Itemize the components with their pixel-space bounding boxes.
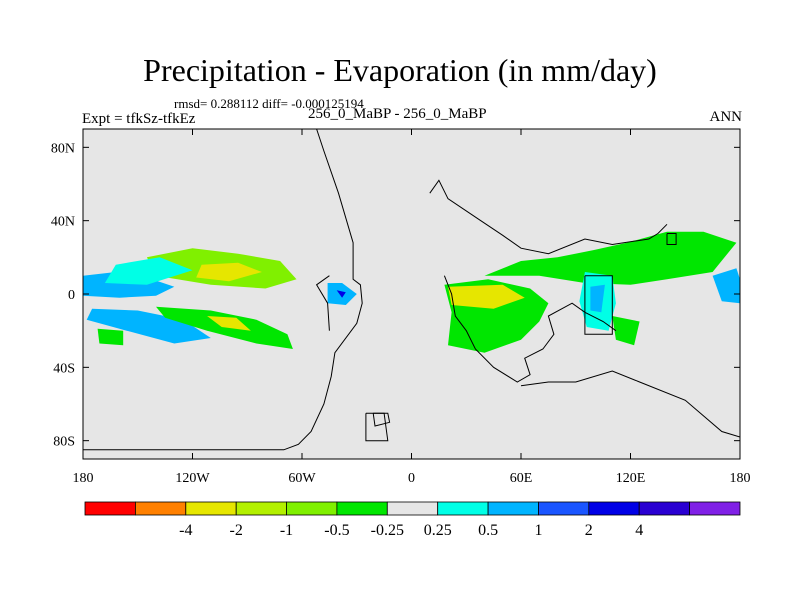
colorbar-swatch xyxy=(689,501,741,516)
y-tick-label: 40S xyxy=(53,361,75,376)
coastline-americas-west xyxy=(315,275,330,331)
colorbar-swatch xyxy=(437,501,489,516)
region-pacific-south-core xyxy=(207,316,251,331)
colorbar-label: 0.25 xyxy=(424,522,452,539)
colorbar-swatch xyxy=(386,501,439,516)
colorbar-swatch xyxy=(588,501,640,516)
y-tick-label: 80N xyxy=(51,141,75,156)
colorbar-label: -2 xyxy=(230,522,243,539)
colorbar-swatch xyxy=(84,501,136,516)
x-tick-label: 180 xyxy=(73,471,94,486)
colorbar-swatch xyxy=(134,501,187,516)
region-pacific-south-blue xyxy=(86,308,211,344)
region-south-pacific-patch xyxy=(97,328,124,346)
colorbar-label: -4 xyxy=(179,522,192,539)
colorbar-swatch xyxy=(638,501,691,516)
coastline-eurasia-south xyxy=(429,179,668,255)
colorbar-swatch xyxy=(235,501,287,516)
coastline-africa xyxy=(443,275,617,383)
region-indian-blue xyxy=(590,284,605,313)
colorbar-swatch xyxy=(538,501,590,516)
region-pacific-south-green xyxy=(156,306,293,349)
colorbar-label: 4 xyxy=(635,522,643,539)
coastline-southern-land xyxy=(520,370,740,438)
colorbar-swatch xyxy=(487,501,539,516)
x-tick-label: 120E xyxy=(616,471,646,486)
coastline-small-island-b xyxy=(372,412,391,427)
region-pacific-west-blue xyxy=(83,272,175,298)
colorbar-label: -0.5 xyxy=(324,522,349,539)
colorbar-swatch xyxy=(286,501,338,516)
y-tick-label: 0 xyxy=(68,288,75,303)
region-panama-core xyxy=(336,290,346,298)
plot-background xyxy=(83,129,740,459)
y-tick-label: 40N xyxy=(51,215,75,230)
coastline-indonesia-box xyxy=(584,275,613,335)
y-tick-label: 80S xyxy=(53,435,75,450)
colorbar-label: 2 xyxy=(585,522,593,539)
colorbar-swatch xyxy=(336,501,388,516)
colorbar-label: 1 xyxy=(535,522,543,539)
colorbar-label: -0.25 xyxy=(371,522,404,539)
colorbar-label: 0.5 xyxy=(478,522,498,539)
coastline-north-lake xyxy=(666,233,677,245)
x-tick-label: 120W xyxy=(175,471,210,486)
coastline-americas-east xyxy=(83,129,363,451)
x-tick-label: 0 xyxy=(408,471,415,486)
period-label: 256_0_MaBP - 256_0_MaBP xyxy=(308,106,487,122)
region-east-pacific-blue xyxy=(712,268,740,304)
x-tick-label: 180 xyxy=(730,471,751,486)
region-pacific-north-core xyxy=(196,262,262,282)
region-australia-green xyxy=(612,316,640,346)
region-pacific-west-cyan xyxy=(104,257,193,285)
season-label: ANN xyxy=(709,109,743,125)
stats-text: rmsd= 0.288112 diff= -0.000125194 xyxy=(174,96,364,111)
colorbar-label: -1 xyxy=(280,522,293,539)
region-africa-yellow xyxy=(448,284,525,309)
x-tick-label: 60W xyxy=(288,471,316,486)
x-tick-label: 60E xyxy=(510,471,533,486)
chart-title: Precipitation - Evaporation (in mm/day) xyxy=(143,52,657,88)
experiment-label: Expt = tfkSz-tfkEz xyxy=(82,111,196,127)
colorbar-swatch xyxy=(185,501,237,516)
